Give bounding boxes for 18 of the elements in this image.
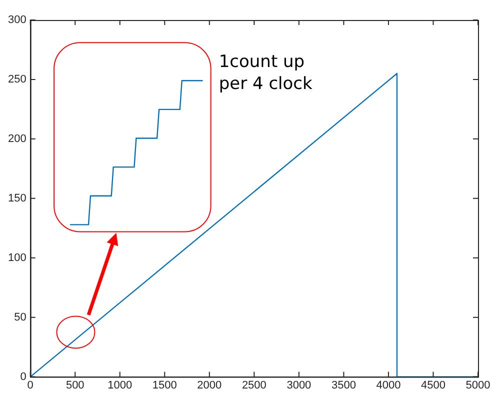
x-tick-label: 1000 [108,379,132,392]
x-tick-label: 1500 [152,379,177,392]
x-tick-label: 500 [66,379,84,392]
x-tick-label: 2500 [242,379,266,392]
y-tick-label: 300 [8,14,26,26]
x-tick-label: 5000 [466,379,490,392]
x-tick-label: 4500 [420,379,446,392]
x-tick-label: 2000 [197,379,222,392]
y-tick-label: 200 [8,132,26,145]
x-tick-label: 4000 [376,379,401,392]
y-tick-label: 0 [20,370,26,383]
y-tick-label: 250 [8,74,26,86]
y-tick-label: 150 [8,192,26,204]
x-tick-label: 3500 [331,379,356,392]
y-tick-label: 50 [14,311,26,324]
annotation: 1count up per 4 clock [218,50,314,95]
x-tick-label: 3000 [286,379,312,392]
y-tick-label: 100 [8,252,26,264]
